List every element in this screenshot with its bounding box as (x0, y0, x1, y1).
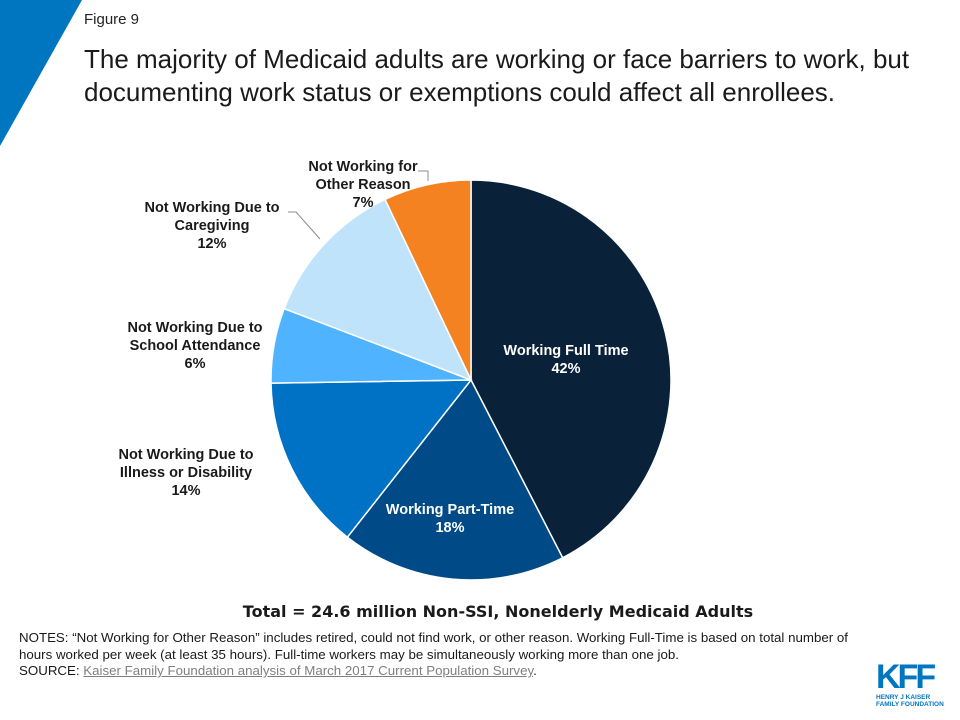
slice-label-line: Not Working Due to (127, 320, 262, 336)
slice-label-line: Illness or Disability (120, 465, 252, 481)
slice-label-3: Not Working Due to School Attendance 6% (127, 320, 262, 372)
logo-line-2: FAMILY FOUNDATION (876, 701, 944, 708)
pie-slice-0 (470, 179, 672, 559)
corner-accent-shape (0, 0, 82, 146)
slice-label-line: School Attendance (130, 338, 261, 354)
slice-label-4: Not Working Due to Caregiving 12% (144, 200, 279, 252)
slice-label-line: Working Full Time (503, 343, 628, 359)
slice-label-line: Other Reason (315, 177, 410, 193)
slice-label-line: 6% (185, 356, 206, 372)
notes-text: NOTES: “Not Working for Other Reason” in… (19, 630, 848, 662)
pie-slice-2 (270, 379, 473, 539)
logo-mark: KFF (876, 658, 936, 696)
leader-line-4 (288, 211, 321, 240)
total-label: Total = 24.6 million Non-SSI, Nonelderly… (242, 602, 754, 621)
source-suffix: . (533, 663, 537, 678)
slice-label-line: Caregiving (175, 218, 250, 234)
slice-label-line: Not Working Due to (118, 447, 253, 463)
source-prefix: SOURCE: (19, 663, 84, 678)
pie-slice-5 (384, 179, 472, 381)
slice-label-line: Working Part-Time (386, 502, 514, 518)
pie-slice-4 (283, 198, 473, 382)
slice-label-line: 12% (197, 236, 226, 252)
leader-line-5 (418, 170, 429, 181)
chart-title: The majority of Medicaid adults are work… (84, 44, 910, 107)
source-link[interactable]: Kaiser Family Foundation analysis of Mar… (83, 663, 534, 678)
pie-chart: Working Full Time 42% Working Part-Time 18%… (118, 159, 672, 581)
slice-label-line: 14% (171, 483, 200, 499)
notes-block: NOTES: “Not Working for Other Reason” in… (19, 630, 857, 680)
slice-label-5: Not Working for Other Reason 7% (308, 159, 418, 211)
figure-label: Figure 9 (84, 11, 140, 28)
slice-label-line: 42% (551, 361, 580, 377)
logo-line-1: HENRY J KAISER (876, 694, 931, 701)
slice-label-line: 7% (353, 195, 374, 211)
slice-label-0: Working Full Time 42% (503, 343, 628, 377)
slice-label-line: Not Working Due to (144, 200, 279, 216)
slice-label-line: Not Working for (308, 159, 418, 175)
kff-logo: KFF HENRY J KAISER FAMILY FOUNDATION (876, 660, 948, 708)
slice-label-1: Working Part-Time 18% (386, 502, 514, 536)
pie-slice-1 (346, 378, 564, 581)
slice-label-line: 18% (435, 520, 464, 536)
slice-label-2: Not Working Due to Illness or Disability 1… (118, 447, 253, 499)
